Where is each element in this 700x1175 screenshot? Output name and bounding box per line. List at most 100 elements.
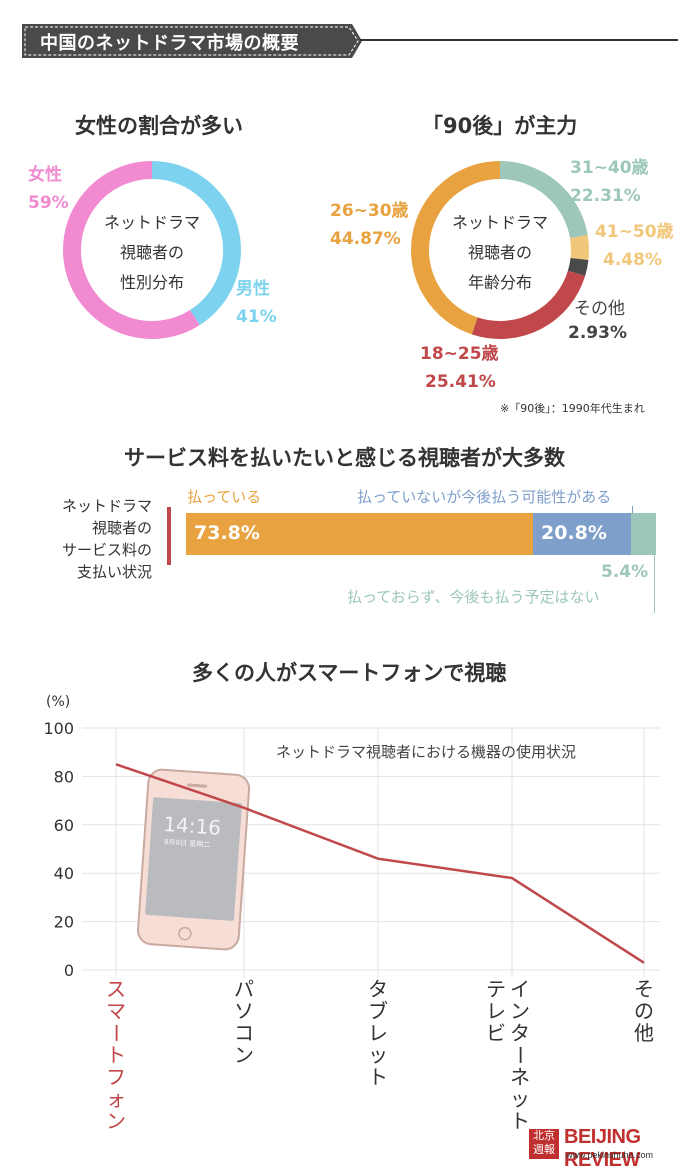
age-label-26-30: 26~30歳 [330,201,409,221]
svg-text:ソ: ソ [234,999,254,1023]
svg-text:ビ: ビ [486,1021,506,1045]
male-label: 男性 [236,279,270,299]
age-pct-41-50: 4.48% [603,250,662,270]
payment-divider [167,507,171,565]
device-chart-title: ネットドラマ視聴者における機器の使用状況 [276,743,576,761]
bar-maybe [532,513,631,555]
svg-text:ブ: ブ [368,999,388,1023]
gender-center-line: 視聴者の [119,243,184,262]
beijing-review-cn-logo: 北京週報 [529,1129,559,1159]
maybe-pct: 20.8% [541,522,607,544]
svg-text:ン: ン [510,999,530,1023]
svg-text:ッ: ッ [368,1043,388,1067]
age-label-other: その他 [574,299,625,319]
gender-center-label: ネットドラマ 視聴者の 性別分布 [92,208,212,298]
device-unit: (%) [46,694,71,710]
header-title: 中国のネットドラマ市場の概要 [40,33,299,54]
no-pct: 5.4% [601,562,649,582]
svg-text:コ: コ [234,1021,254,1045]
header-rule [360,39,678,41]
payment-side-label: ネットドラマ 視聴者の サービス料の 支払い状況 [20,495,152,583]
x-tick-label: スマートフォン [104,977,128,1133]
beijing-review-brand: BEIJING REVIEW [564,1126,641,1171]
svg-text:ス: ス [106,977,126,1001]
gender-title: 女性の割合が多い [75,114,243,138]
age-label-41-50: 41~50歳 [595,222,674,242]
paid-label: 払っている [187,488,262,506]
svg-text:ト: ト [510,1109,530,1133]
x-tick-label: テレビ [486,977,506,1045]
svg-text:レ: レ [486,999,506,1023]
female-pct: 59% [28,193,69,213]
y-tick-label: 60 [54,816,74,835]
svg-text:他: 他 [634,1021,654,1045]
age-pct-26-30: 44.87% [330,229,401,249]
x-tick-label: その他 [634,977,654,1045]
age-pct-18-25: 25.41% [425,372,496,392]
y-tick-label: 80 [54,767,74,786]
svg-text:ネ: ネ [510,1065,530,1089]
svg-text:タ: タ [510,1021,530,1045]
svg-text:ッ: ッ [510,1087,530,1111]
maybe-tick [632,506,633,513]
age-center-line: ネットドラマ [451,213,548,232]
payment-side-line: サービス料の [61,541,152,559]
age-note: ※「90後」：1990年代生まれ [500,402,645,415]
donut-slice-18-25 [471,270,586,339]
bar-paid [186,513,533,555]
donut-slice-male [151,161,241,326]
header-banner [22,24,362,58]
payment-side-line: ネットドラマ [61,497,152,515]
svg-text:フ: フ [106,1065,126,1089]
maybe-label: 払っていないが今後払う可能性がある [357,488,612,506]
phone-time: 14:16 [163,812,222,840]
age-label-31-40: 31~40歳 [570,158,649,178]
svg-text:イ: イ [510,977,530,1001]
gender-center-line: ネットドラマ [103,213,200,232]
svg-text:ォ: ォ [106,1087,126,1111]
svg-text:タ: タ [368,977,388,1001]
svg-text:ン: ン [234,1043,254,1067]
age-title: 「90後」が主力 [422,114,578,138]
age-center-label: ネットドラマ 視聴者の 年齢分布 [440,208,560,298]
donut-slice-female [63,161,200,339]
age-label-18-25: 18~25歳 [420,344,499,364]
svg-text:そ: そ [634,977,654,1001]
age-pct-other: 2.93% [568,323,627,343]
y-tick-label: 100 [43,719,74,738]
y-tick-label: 0 [64,961,74,980]
male-pct: 41% [236,307,277,327]
age-donut [411,161,589,339]
payment-title: サービス料を払いたいと感じる視聴者が大多数 [124,446,565,470]
svg-text:マ: マ [106,999,126,1023]
svg-text:ト: ト [106,1043,126,1067]
no-label: 払っておらず、今後も払う予定はない [347,588,600,606]
payment-side-line: 支払い状況 [76,563,152,581]
payment-side-line: 視聴者の [91,519,152,537]
svg-text:ト: ト [368,1065,388,1089]
bar-no [630,513,656,555]
svg-text:レ: レ [368,1021,388,1045]
donut-slice-41-50 [569,235,589,260]
donut-slice-other [567,257,589,277]
device-title: 多くの人がスマートフォンで視聴 [192,661,507,685]
svg-text:の: の [634,999,654,1023]
paid-pct: 73.8% [194,522,260,544]
age-center-line: 年齢分布 [467,273,532,292]
y-tick-label: 20 [54,913,74,932]
svg-text:ー: ー [104,1023,128,1043]
female-label: 女性 [28,165,62,185]
svg-text:ン: ン [106,1109,126,1133]
donut-slice-31-40 [499,161,588,239]
phone-date: 8月8日 星期二 [164,838,211,849]
age-pct-31-40: 22.31% [570,186,641,206]
donut-slice-26-30 [411,161,501,335]
svg-text:ー: ー [508,1045,532,1065]
beijing-review-url: www.pekinshuho.com [566,1150,654,1160]
gender-donut [63,161,241,339]
svg-text:テ: テ [486,977,506,1001]
